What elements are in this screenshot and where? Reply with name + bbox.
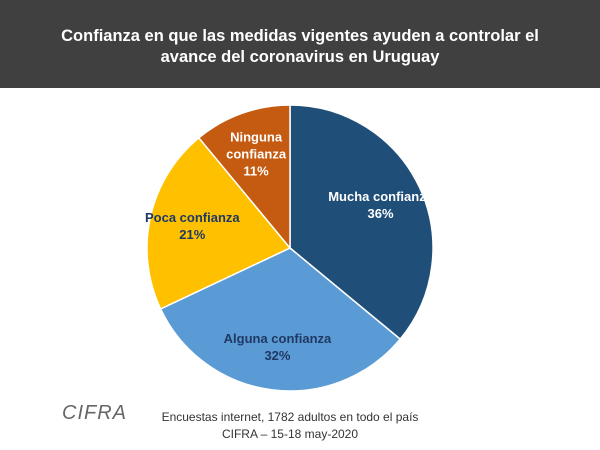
header	[0, 0, 600, 88]
pie-slice	[159, 247, 402, 392]
notes: Encuestas internet, 1782 adultos en todo…	[120, 409, 460, 443]
value-label: 11%	[243, 163, 269, 179]
slice-label: Poca confianza 21%	[145, 209, 240, 243]
pie-slice	[146, 136, 292, 310]
value-label: 36%	[367, 206, 394, 222]
pie-slice	[197, 104, 291, 251]
logo: CIFRA	[62, 402, 127, 424]
value-label: 32%	[264, 348, 291, 364]
note: CIFRA – 15-18 may-2020	[221, 427, 359, 441]
slice-label: Alguna confianza 32%	[224, 330, 332, 364]
value-label: 21%	[179, 227, 206, 243]
chart-title: Confianza en que las medidas vigentes ay…	[61, 27, 539, 66]
category-label: Mucha confianza	[328, 189, 433, 205]
category-label: Alguna confianza	[223, 331, 332, 347]
slice-label: Mucha confianza 36%	[328, 188, 433, 222]
category-label: Poca confianza	[144, 210, 240, 226]
pie-slice	[289, 104, 434, 341]
category-label: Ninguna confianza	[226, 129, 287, 162]
note: Encuestas internet, 1782 adultos en todo…	[161, 410, 419, 424]
slice-label: Ninguna confianza 11%	[221, 128, 291, 179]
